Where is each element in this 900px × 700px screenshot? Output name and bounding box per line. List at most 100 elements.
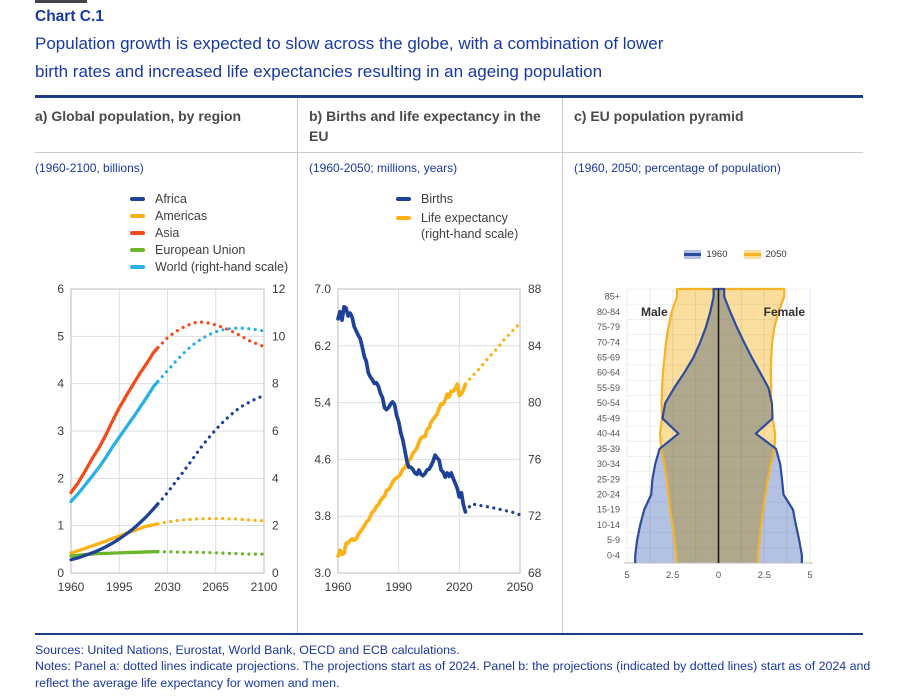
panels-row: a) Global population, by region (1960-21… xyxy=(35,98,863,633)
age-group-label: 85+ xyxy=(605,292,620,302)
x-axis-tick: 1960 xyxy=(58,580,85,594)
age-group-label: 80-84 xyxy=(597,307,620,317)
bottom-rule xyxy=(35,633,863,635)
left-axis-tick: 5.4 xyxy=(314,396,331,410)
series-projection-dots xyxy=(156,517,266,526)
gridlines xyxy=(338,289,520,573)
panel-a-title: a) Global population, by region xyxy=(35,108,242,124)
series-projection-dots xyxy=(156,550,266,556)
age-group-label: 75-79 xyxy=(597,322,620,332)
header-divider xyxy=(35,152,863,153)
series-solid-line xyxy=(69,379,160,504)
panel-c-title: c) EU population pyramid xyxy=(574,108,744,124)
legend-label: Africa xyxy=(155,192,187,206)
male-label: Male xyxy=(641,305,668,319)
series-africa xyxy=(69,393,266,562)
panel-c-chart: 0-4 5-9 10-14 15-19 20-24 25-29 30-34 35-39 40-4… xyxy=(597,287,813,581)
left-axis-tick: 2 xyxy=(57,471,64,485)
1960-swatch xyxy=(684,250,702,259)
age-group-label: 40-44 xyxy=(597,429,620,439)
legend-item-births: Births xyxy=(396,191,518,207)
notes-text: Notes: Panel a: dotted lines indicate pr… xyxy=(35,659,871,690)
panel-c-unit: (1960, 2050; percentage of population) xyxy=(574,161,781,175)
headline-line-2: birth rates and increased life expectanc… xyxy=(35,62,603,81)
legend-item-africa: Africa xyxy=(130,191,288,207)
panel-a-legend: Africa Americas Asia European Union World (r… xyxy=(130,191,288,275)
series-asia xyxy=(69,320,266,495)
legend-item-life-expectancy-right-hand-scale: Life expectancy (right-hand scale) xyxy=(396,210,518,242)
legend-label: Americas xyxy=(155,209,208,223)
age-group-label: 70-74 xyxy=(597,337,620,347)
panel-a-global-population: a) Global population, by region (1960-21… xyxy=(35,98,297,633)
chart-headline: Population growth is expected to slow ac… xyxy=(35,30,875,86)
panel-a-unit: (1960-2100, billions) xyxy=(35,161,144,175)
right-axis-tick: 6 xyxy=(272,424,279,438)
series-projection-dots xyxy=(463,321,522,386)
asia-swatch xyxy=(130,231,145,235)
legend-label: Births xyxy=(421,192,453,206)
series-solid-line xyxy=(69,346,160,495)
right-axis-tick: 76 xyxy=(528,452,542,466)
age-group-label: 20-24 xyxy=(597,490,620,500)
pyramid-x-tick: 5 xyxy=(624,570,629,581)
legend-item-european-union: European Union xyxy=(130,242,288,258)
right-axis-tick: 72 xyxy=(528,509,542,523)
age-group-label: 50-54 xyxy=(597,398,620,408)
left-axis-tick: 5 xyxy=(57,329,64,343)
right-axis-tick: 88 xyxy=(528,282,542,296)
x-axis-tick: 2065 xyxy=(202,580,229,594)
right-axis-tick: 84 xyxy=(528,339,542,353)
age-group-label: 25-29 xyxy=(597,474,620,484)
headline-line-1: Population growth is expected to slow ac… xyxy=(35,34,664,53)
panel-c-population-pyramid: c) EU population pyramid (1960, 2050; pe… xyxy=(562,98,863,633)
cropped-content-artifact xyxy=(35,0,87,3)
age-group-label: 0-4 xyxy=(607,550,620,560)
female-label: Female xyxy=(764,305,806,319)
right-axis-tick: 68 xyxy=(528,566,542,580)
series-americas xyxy=(69,517,266,555)
pyramid-x-tick: 5 xyxy=(807,570,812,581)
pyramid-2050-area xyxy=(660,289,785,563)
left-axis-tick: 3 xyxy=(57,424,64,438)
axis-labels: 3.0 3.8 4.6 5.4 6.2 7.0 68 72 76 80 84 88 1960 1990 20… xyxy=(314,282,541,594)
series-world-right-hand-scale xyxy=(69,326,266,504)
pyramid-labels: 0-4 5-9 10-14 15-19 20-24 25-29 30-34 35-39 40-4… xyxy=(597,292,813,581)
series-solid-line xyxy=(69,502,160,562)
left-axis-tick: 0 xyxy=(57,566,64,580)
legend-item-world-right-hand-scale: World (right-hand scale) xyxy=(130,259,288,275)
legend-label: 2050 xyxy=(765,249,787,260)
panel-c-legend: 1960 2050 xyxy=(638,249,833,260)
age-group-label: 10-14 xyxy=(597,520,620,530)
plot-border xyxy=(337,288,521,574)
x-axis-tick: 2100 xyxy=(251,580,278,594)
gridlines xyxy=(71,289,264,573)
panel-b-legend: Births Life expectancy (right-hand scale) xyxy=(396,191,518,242)
x-axis-tick: 2030 xyxy=(154,580,181,594)
series-life-expectancy-right-hand-scale xyxy=(336,321,522,558)
legend-label: Asia xyxy=(155,226,180,240)
x-axis-tick: 2050 xyxy=(507,580,534,594)
age-group-label: 45-49 xyxy=(597,413,620,423)
plot-border xyxy=(70,288,265,574)
right-axis-tick: 4 xyxy=(272,471,279,485)
legend-label: World (right-hand scale) xyxy=(155,260,289,274)
right-axis-tick: 0 xyxy=(272,566,279,580)
european-union-swatch xyxy=(130,248,145,252)
age-group-label: 60-64 xyxy=(597,368,620,378)
left-axis-tick: 3.0 xyxy=(314,566,331,580)
series-projection-dots xyxy=(156,393,266,506)
panel-b-births-life-expectancy: b) Births and life expectancy in the EU … xyxy=(297,98,562,633)
pyramid-2050-outline xyxy=(658,287,786,563)
x-axis-tick: 1995 xyxy=(106,580,133,594)
sources-note: Sources: United Nations, Eurostat, World… xyxy=(35,643,460,657)
right-axis-tick: 10 xyxy=(272,329,286,343)
legend-item-americas: Americas xyxy=(130,208,288,224)
2050-swatch-line xyxy=(743,253,761,256)
left-axis-tick: 1 xyxy=(57,519,64,533)
left-axis-tick: 6 xyxy=(57,282,64,296)
legend-item-2050: 2050 xyxy=(743,249,787,260)
age-group-label: 35-39 xyxy=(597,444,620,454)
age-group-label: 65-69 xyxy=(597,353,620,363)
left-axis-tick: 6.2 xyxy=(314,339,331,353)
